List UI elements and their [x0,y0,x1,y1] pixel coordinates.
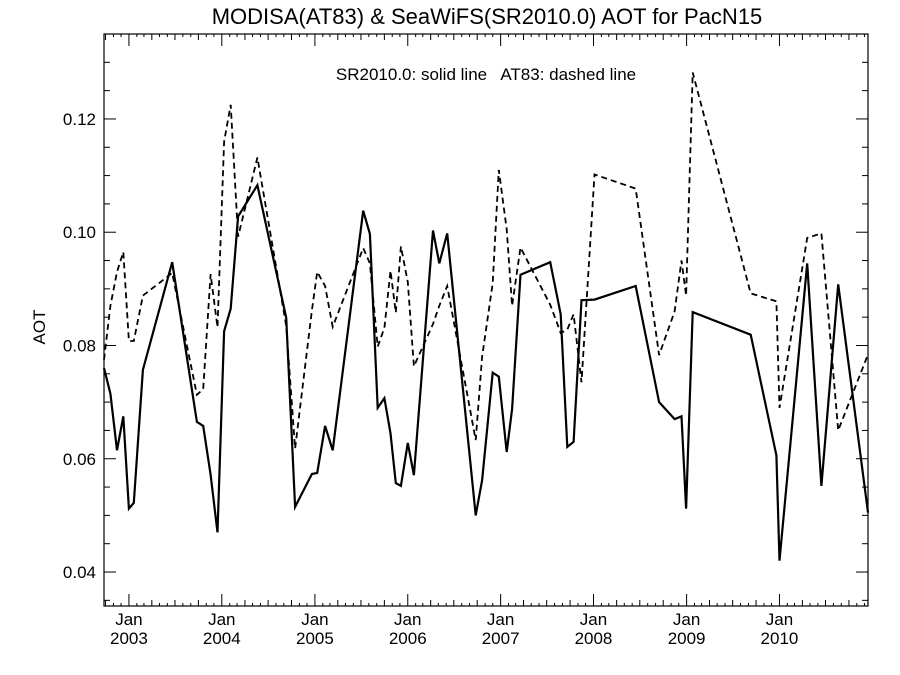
line-style-annotation: SR2010.0: solid line AT83: dashed line [336,65,636,84]
chart-title: MODISA(AT83) & SeaWiFS(SR2010.0) AOT for… [212,4,763,29]
y-tick-label: 0.06 [63,450,96,469]
x-tick-label-year: 2008 [575,629,613,648]
x-tick-label-year: 2006 [389,629,427,648]
y-tick-label: 0.12 [63,110,96,129]
x-tick-label-year: 2010 [761,629,799,648]
y-tick-label: 0.08 [63,336,96,355]
x-axis-ticks: Jan2003Jan2004Jan2005Jan2006Jan2007Jan20… [105,34,865,648]
y-tick-label: 0.04 [63,563,96,582]
y-tick-label: 0.10 [63,223,96,242]
x-tick-label-year: 2009 [668,629,706,648]
x-tick-label-month: Jan [394,610,421,629]
x-tick-label-month: Jan [487,610,514,629]
series-line-sr2010-0 [102,182,870,561]
y-axis-ticks: 0.04 0.06 0.08 0.10 0.12 [63,61,868,601]
x-tick-label-month: Jan [673,610,700,629]
x-tick-label-year: 2003 [110,629,148,648]
series-line-at83 [103,72,869,449]
x-tick-label-month: Jan [115,610,142,629]
x-tick-label-month: Jan [766,610,793,629]
y-axis-label: AOT [30,310,49,345]
x-tick-label-month: Jan [208,610,235,629]
series-layer [102,72,870,561]
x-tick-label-year: 2004 [203,629,241,648]
x-tick-label-month: Jan [580,610,607,629]
plot-frame [103,33,869,607]
x-tick-label-month: Jan [301,610,328,629]
x-tick-label-year: 2007 [482,629,520,648]
x-tick-label-year: 2005 [296,629,334,648]
